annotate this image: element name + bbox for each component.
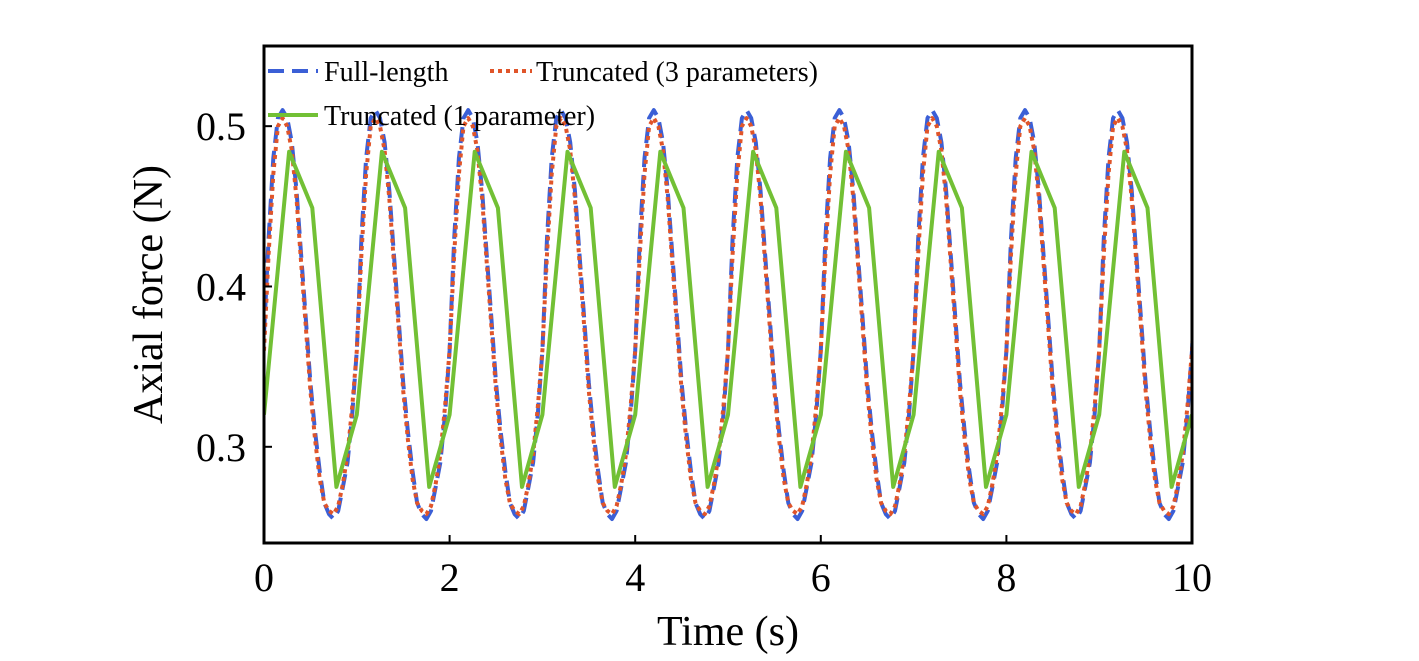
ticks-layer: 0 2 4 6 8 10 0.3 0.4 0.5	[196, 104, 1212, 600]
x-tick-label: 2	[440, 555, 460, 600]
series-layer	[264, 108, 1192, 521]
x-tick-label: 10	[1172, 555, 1212, 600]
x-tick-label: 6	[811, 555, 831, 600]
series-line-2	[264, 149, 1192, 489]
series-line-1	[264, 116, 1192, 517]
legend: Full-length Truncated (3 parameters) Tru…	[268, 57, 818, 132]
y-tick-label: 0.4	[196, 264, 246, 309]
plot-frame	[262, 44, 1194, 545]
legend-label-truncated-3: Truncated (3 parameters)	[536, 57, 818, 88]
y-tick-label: 0.5	[196, 104, 246, 149]
legend-label-full-length: Full-length	[324, 57, 448, 88]
x-tick-label: 0	[254, 555, 274, 600]
y-tick-label: 0.3	[196, 425, 246, 470]
x-tick-label: 4	[625, 555, 645, 600]
x-tick-label: 8	[996, 555, 1016, 600]
y-axis-label: Axial force (N)	[126, 165, 172, 424]
legend-label-truncated-1: Truncated (1 parameter)	[324, 101, 595, 132]
x-axis-label: Time (s)	[657, 609, 799, 655]
